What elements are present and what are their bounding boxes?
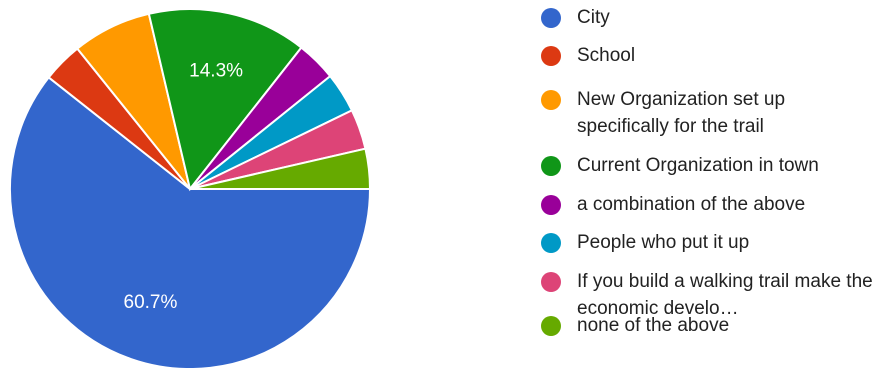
legend-item: City xyxy=(541,6,877,31)
pie-value-label: 60.7% xyxy=(124,292,178,313)
legend-swatch xyxy=(541,316,561,336)
legend-item: Current Organization in town xyxy=(541,154,877,179)
legend-swatch xyxy=(541,195,561,215)
legend-swatch xyxy=(541,156,561,176)
legend-item: a combination of the above xyxy=(541,193,877,218)
legend-swatch xyxy=(541,8,561,28)
legend-label: none of the above xyxy=(577,315,730,336)
legend-swatch xyxy=(541,272,561,292)
pie-slice-7 xyxy=(189,147,372,190)
legend-label: School xyxy=(577,45,636,66)
legend-item: none of the above xyxy=(541,314,877,339)
legend-item: School xyxy=(541,44,877,69)
pie-slice-3 xyxy=(147,8,303,192)
legend-item: People who put it up xyxy=(541,231,877,256)
legend-label: People who put it up xyxy=(577,232,750,253)
legend-swatch xyxy=(541,233,561,253)
legend-item: If you build a walking trail make the ec… xyxy=(541,270,877,322)
pie-slices xyxy=(9,8,372,368)
legend-swatch xyxy=(541,46,561,66)
legend-label: If you build a walking trail make the ec… xyxy=(577,271,873,319)
pie-value-labels: 60.7% 14.3% xyxy=(124,60,244,313)
legend-label: New Organization set up specifically for… xyxy=(577,89,786,137)
legend-label: a combination of the above xyxy=(577,194,806,215)
legend-item: New Organization set up specifically for… xyxy=(541,88,877,140)
legend-label: Current Organization in town xyxy=(577,155,819,176)
pie-value-label: 14.3% xyxy=(189,60,243,81)
legend-swatch xyxy=(541,90,561,110)
legend-label: City xyxy=(577,7,610,28)
pie-chart: 60.7% 14.3% xyxy=(9,8,372,368)
pie-slice-0 xyxy=(9,76,372,368)
